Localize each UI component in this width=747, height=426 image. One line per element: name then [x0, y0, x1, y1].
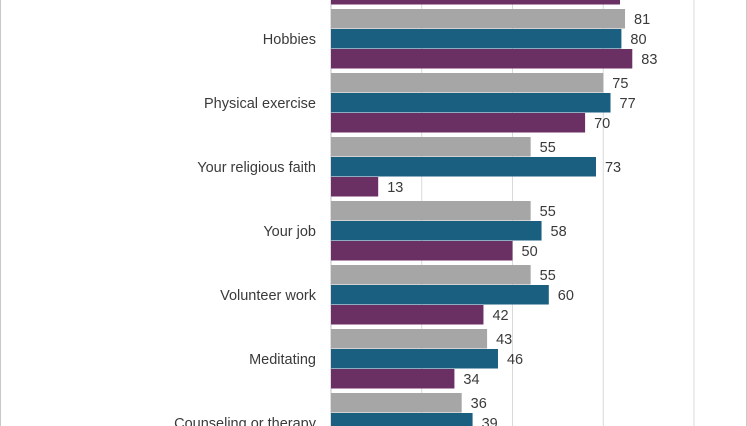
value-label: 13 [387, 180, 403, 196]
value-label: 43 [496, 332, 512, 348]
value-label: 39 [482, 416, 498, 426]
bar [331, 9, 626, 29]
bar [331, 305, 484, 325]
value-label: 55 [540, 268, 556, 284]
bar [331, 369, 455, 389]
bar [331, 265, 531, 285]
category-label: Hobbies [263, 32, 316, 48]
bar [331, 113, 586, 133]
value-label: 50 [522, 244, 538, 260]
category-label: Volunteer work [220, 288, 317, 304]
bar [331, 93, 611, 113]
bar [331, 0, 620, 5]
bar [331, 221, 542, 241]
value-label: 80 [630, 32, 646, 48]
bar [331, 349, 498, 369]
bar [331, 157, 596, 177]
category-label: Physical exercise [204, 96, 316, 112]
bar [331, 393, 462, 413]
category-label: Meditating [249, 352, 316, 368]
value-label: 36 [471, 396, 487, 412]
bar [331, 201, 531, 221]
bar [331, 241, 513, 261]
value-label: 70 [594, 116, 610, 132]
value-label: 55 [540, 140, 556, 156]
value-label: 55 [540, 204, 556, 220]
value-label: 73 [605, 160, 621, 176]
bar [331, 285, 549, 305]
bar [331, 413, 473, 426]
value-label: 75 [612, 76, 628, 92]
value-label: 46 [507, 352, 523, 368]
bar [331, 137, 531, 157]
bar [331, 29, 622, 49]
value-label: 77 [620, 96, 636, 112]
category-label: Counseling or therapy [174, 416, 317, 426]
value-label: 60 [558, 288, 574, 304]
value-label: 58 [551, 224, 567, 240]
category-label: Your religious faith [197, 160, 316, 176]
value-label: 42 [492, 308, 508, 324]
category-labels: Hobbies Physical exercise Your religious f… [174, 32, 317, 426]
bar [331, 73, 604, 93]
value-label: 34 [463, 372, 479, 388]
value-label: 81 [634, 12, 650, 28]
bar [331, 329, 488, 349]
bar [331, 177, 379, 197]
value-label: 83 [641, 52, 657, 68]
category-label: Your job [263, 224, 316, 240]
bars [331, 0, 633, 426]
bar [331, 49, 633, 69]
